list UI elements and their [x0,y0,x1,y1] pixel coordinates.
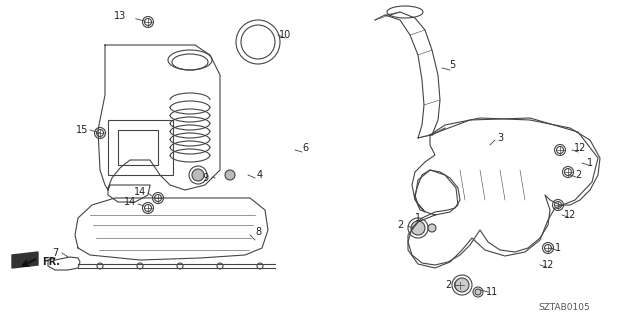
Circle shape [411,221,425,235]
Text: 11: 11 [486,287,498,297]
Circle shape [192,169,204,181]
Bar [108,120,173,175]
Text: FR.: FR. [42,257,60,267]
Polygon shape [12,252,38,268]
Text: 14: 14 [124,197,136,207]
Text: 6: 6 [302,143,308,153]
Text: 5: 5 [449,60,455,70]
Text: 15: 15 [76,125,88,135]
Text: 1: 1 [415,213,421,223]
Text: 12: 12 [542,260,554,270]
Text: 8: 8 [255,227,261,237]
Text: 13: 13 [114,11,126,21]
Bar [118,130,158,165]
Text: 12: 12 [574,143,586,153]
Text: 4: 4 [257,170,263,180]
Text: 14: 14 [134,187,146,197]
Text: 1: 1 [555,243,561,253]
Circle shape [225,170,235,180]
Circle shape [428,224,436,232]
Circle shape [475,289,481,295]
Text: SZTAB0105: SZTAB0105 [538,303,590,313]
Text: 2: 2 [445,280,451,290]
Text: 3: 3 [497,133,503,143]
Text: 1: 1 [587,158,593,168]
Text: 2: 2 [397,220,403,230]
Circle shape [455,278,469,292]
Text: 7: 7 [52,248,58,258]
Text: 9: 9 [202,173,208,183]
Text: 10: 10 [279,30,291,40]
Text: 12: 12 [564,210,576,220]
Text: 2: 2 [575,170,581,180]
